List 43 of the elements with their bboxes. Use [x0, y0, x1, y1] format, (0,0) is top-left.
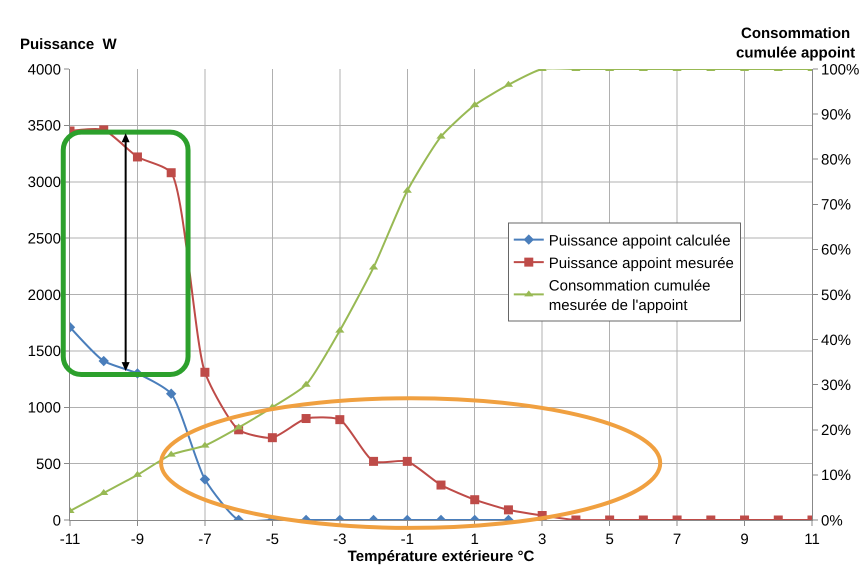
x-tick-label: -7 — [198, 531, 212, 548]
point — [132, 152, 142, 162]
y2-tick-label: 100% — [821, 61, 860, 78]
x-tick-label: 9 — [740, 531, 749, 548]
legend-label: Puissance appoint calculée — [548, 232, 731, 250]
point — [98, 356, 109, 366]
y-axis-title: Puissance W — [20, 36, 118, 53]
legend-label: Puissance appoint mesurée — [548, 254, 734, 272]
y2-tick-label: 30% — [821, 376, 852, 394]
y2-tick-label: 90% — [821, 106, 852, 124]
x-tick-label: 3 — [538, 531, 546, 548]
y2-tick-label: 80% — [821, 151, 852, 168]
y2-tick-label: 40% — [821, 332, 852, 349]
y-tick-label: 500 — [36, 456, 61, 473]
point — [166, 168, 176, 178]
x-tick-label: 7 — [672, 531, 682, 548]
x-tick-label: -9 — [130, 531, 144, 548]
y-tick-label: 0 — [52, 512, 61, 530]
y2-tick-label: 60% — [821, 242, 852, 259]
y-tick-label: 2000 — [28, 286, 61, 304]
x-tick-label: -1 — [400, 531, 414, 548]
x-tick-label: 1 — [470, 531, 479, 548]
y2-tick-label: 10% — [821, 467, 852, 484]
x-tick-label: 11 — [804, 531, 820, 548]
y-tick-label: 3000 — [28, 174, 61, 191]
y-tick-label: 2500 — [28, 230, 61, 248]
legend-label: Consommation cumulée mesurée de l'appoint — [548, 277, 711, 314]
y-tick-label: 1500 — [28, 343, 61, 360]
point — [166, 388, 176, 399]
y2-axis-title: Consommation cumulée appoint — [736, 25, 856, 62]
x-tick-label: -11 — [60, 531, 80, 548]
y-tick-label: 3500 — [28, 118, 61, 135]
y2-tick-label: 50% — [821, 286, 852, 304]
x-tick-label: -5 — [266, 531, 280, 548]
y-tick-label: 1000 — [28, 400, 61, 416]
y2-tick-label: 0% — [821, 512, 843, 530]
y2-tick-label: 20% — [821, 422, 852, 440]
x-tick-label: -3 — [333, 531, 346, 548]
y-tick-label: 4000 — [28, 61, 61, 78]
point — [200, 368, 210, 377]
y2-tick-label: 70% — [821, 196, 852, 214]
x-tick-label: 5 — [605, 531, 614, 548]
x-axis-title: Température extérieure °C — [348, 548, 534, 565]
